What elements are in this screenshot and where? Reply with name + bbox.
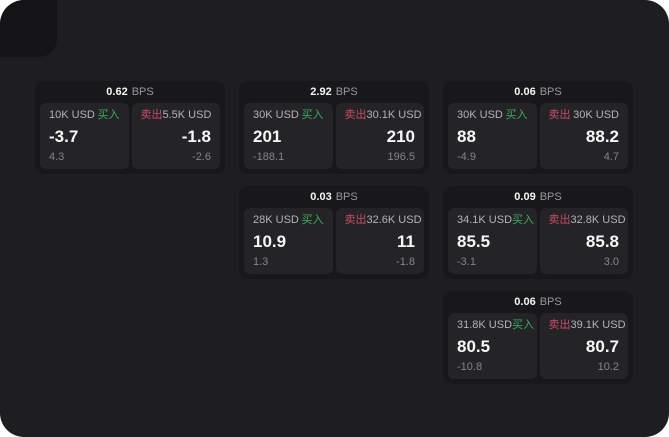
quote-panels: 10K USD 买入 -3.7 4.3 卖出 5.5K USD -1.8 -2.… — [35, 103, 225, 174]
spread-unit: BPS — [539, 85, 562, 98]
spread-value: 0.06 — [514, 295, 536, 308]
sell-amount: 30.1K USD — [366, 109, 422, 121]
spread-header: 0.06 BPS — [443, 81, 633, 103]
sell-panel[interactable]: 卖出 39.1K USD 80.7 10.2 — [539, 313, 628, 379]
quote-panels: 31.8K USD 买入 80.5 -10.8 卖出 39.1K USD 80.… — [443, 313, 633, 384]
buy-panel[interactable]: 34.1K USD 买入 85.5 -3.1 — [448, 208, 537, 274]
buy-delta: -3.1 — [457, 256, 476, 268]
sell-delta: -1.8 — [396, 256, 415, 268]
sell-delta: -2.6 — [192, 151, 211, 163]
sell-panel[interactable]: 卖出 5.5K USD -1.8 -2.6 — [131, 103, 220, 169]
quote-panels: 30K USD 买入 88 -4.9 卖出 30K USD 88.2 4.7 — [443, 103, 633, 174]
buy-amount: 30K USD — [457, 109, 503, 121]
sell-price: 210 — [386, 127, 415, 146]
spread-header: 0.06 BPS — [443, 291, 633, 313]
spread-unit: BPS — [539, 295, 562, 308]
buy-amount: 31.8K USD — [457, 319, 513, 331]
quote-card[interactable]: 0.06 BPS 31.8K USD 买入 80.5 -10.8 卖出 39.1… — [443, 291, 633, 384]
buy-delta: -188.1 — [253, 151, 285, 163]
buy-price: 80.5 — [457, 337, 491, 356]
spread-value: 0.09 — [514, 190, 536, 203]
buy-label: 买入 — [512, 319, 535, 331]
corner-menu-button[interactable] — [0, 0, 57, 57]
sell-panel[interactable]: 卖出 32.6K USD 11 -1.8 — [335, 208, 424, 274]
spread-value: 0.06 — [514, 85, 536, 98]
sell-amount: 5.5K USD — [162, 109, 212, 121]
buy-price: -3.7 — [49, 127, 79, 146]
spread-unit: BPS — [539, 190, 562, 203]
buy-amount: 34.1K USD — [457, 214, 513, 226]
quote-card[interactable]: 0.62 BPS 10K USD 买入 -3.7 4.3 卖出 5.5K USD — [35, 81, 225, 174]
buy-label: 买入 — [512, 214, 535, 226]
buy-label: 买入 — [301, 214, 324, 226]
buy-panel[interactable]: 30K USD 买入 88 -4.9 — [448, 103, 537, 169]
sell-amount: 30K USD — [573, 109, 619, 121]
sell-panel[interactable]: 卖出 32.8K USD 85.8 3.0 — [539, 208, 628, 274]
buy-price: 85.5 — [457, 232, 491, 251]
buy-delta: 1.3 — [253, 256, 269, 268]
sell-price: 80.7 — [585, 337, 619, 356]
spread-unit: BPS — [335, 85, 358, 98]
sell-panel[interactable]: 卖出 30.1K USD 210 196.5 — [335, 103, 424, 169]
sell-price: 11 — [397, 232, 415, 251]
buy-delta: -10.8 — [457, 361, 483, 373]
buy-panel[interactable]: 30K USD 买入 201 -188.1 — [244, 103, 333, 169]
quote-card[interactable]: 0.03 BPS 28K USD 买入 10.9 1.3 卖出 32.6K US… — [239, 186, 429, 279]
sell-panel[interactable]: 卖出 30K USD 88.2 4.7 — [539, 103, 628, 169]
sell-delta: 4.7 — [603, 151, 619, 163]
buy-panel[interactable]: 10K USD 买入 -3.7 4.3 — [40, 103, 129, 169]
sell-label: 卖出 — [548, 109, 571, 121]
buy-delta: -4.9 — [457, 151, 476, 163]
sell-price: 88.2 — [585, 127, 619, 146]
buy-price: 201 — [253, 127, 282, 146]
sell-label: 卖出 — [344, 214, 367, 226]
quote-card[interactable]: 0.06 BPS 30K USD 买入 88 -4.9 卖出 30K USD — [443, 81, 633, 174]
buy-label: 买入 — [301, 109, 324, 121]
sell-price: -1.8 — [181, 127, 211, 146]
buy-delta: 4.3 — [49, 151, 65, 163]
buy-amount: 10K USD — [49, 109, 95, 121]
sell-amount: 32.8K USD — [570, 214, 626, 226]
buy-label: 买入 — [505, 109, 528, 121]
sell-label: 卖出 — [344, 109, 367, 121]
spread-value: 0.03 — [310, 190, 332, 203]
buy-amount: 30K USD — [253, 109, 299, 121]
buy-amount: 28K USD — [253, 214, 299, 226]
spread-value: 2.92 — [310, 85, 332, 98]
spread-unit: BPS — [131, 85, 154, 98]
sell-delta: 3.0 — [603, 256, 619, 268]
buy-label: 买入 — [97, 109, 120, 121]
sell-amount: 39.1K USD — [570, 319, 626, 331]
sell-delta: 196.5 — [387, 151, 415, 163]
quote-panels: 30K USD 买入 201 -188.1 卖出 30.1K USD 210 1… — [239, 103, 429, 174]
buy-panel[interactable]: 28K USD 买入 10.9 1.3 — [244, 208, 333, 274]
buy-price: 88 — [457, 127, 476, 146]
spread-value: 0.62 — [106, 85, 128, 98]
quote-card[interactable]: 2.92 BPS 30K USD 买入 201 -188.1 卖出 30.1K … — [239, 81, 429, 174]
sell-price: 85.8 — [585, 232, 619, 251]
buy-panel[interactable]: 31.8K USD 买入 80.5 -10.8 — [448, 313, 537, 379]
quote-panels: 34.1K USD 买入 85.5 -3.1 卖出 32.8K USD 85.8… — [443, 208, 633, 279]
quote-grid: 0.62 BPS 10K USD 买入 -3.7 4.3 卖出 5.5K USD — [35, 81, 633, 384]
quote-panels: 28K USD 买入 10.9 1.3 卖出 32.6K USD 11 -1.8 — [239, 208, 429, 279]
sell-amount: 32.6K USD — [366, 214, 422, 226]
sell-label: 卖出 — [548, 319, 571, 331]
quote-card[interactable]: 0.09 BPS 34.1K USD 买入 85.5 -3.1 卖出 32.8K… — [443, 186, 633, 279]
sell-label: 卖出 — [140, 109, 163, 121]
sell-delta: 10.2 — [597, 361, 619, 373]
spread-header: 0.03 BPS — [239, 186, 429, 208]
spread-header: 2.92 BPS — [239, 81, 429, 103]
spread-unit: BPS — [335, 190, 358, 203]
spread-header: 0.62 BPS — [35, 81, 225, 103]
sell-label: 卖出 — [548, 214, 571, 226]
buy-price: 10.9 — [253, 232, 287, 251]
spread-header: 0.09 BPS — [443, 186, 633, 208]
